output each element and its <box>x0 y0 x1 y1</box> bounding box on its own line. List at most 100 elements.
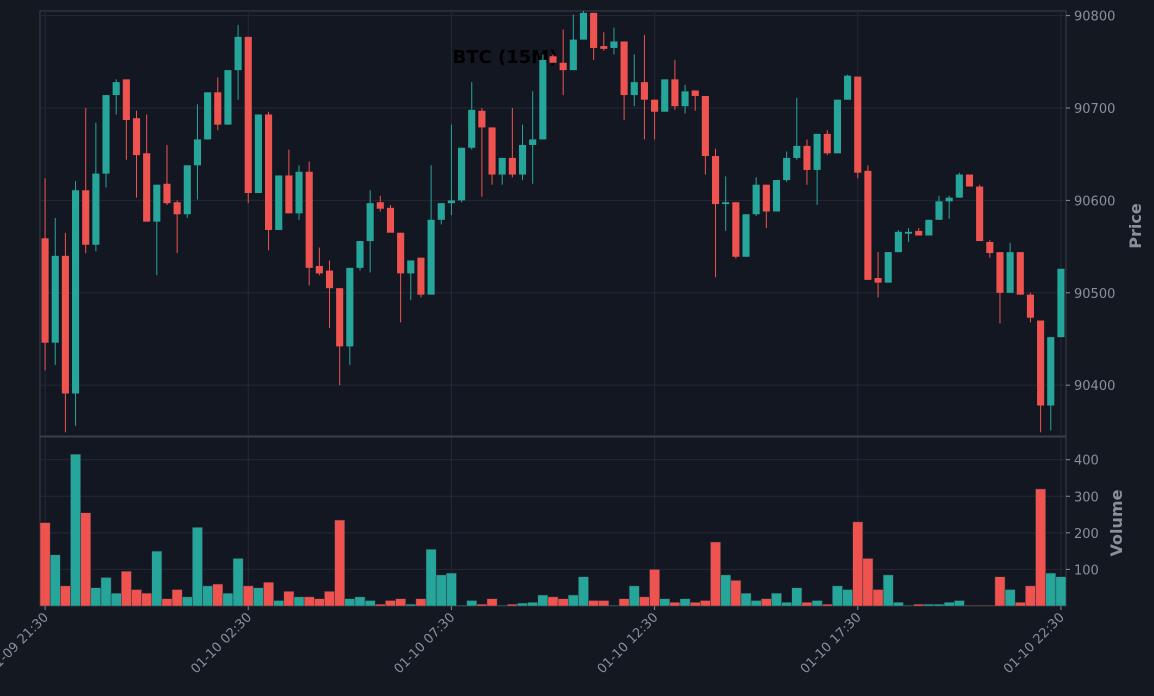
volume-bar <box>679 598 691 607</box>
volume-bar <box>893 602 904 607</box>
candle-body <box>417 257 425 295</box>
volume-bar <box>1035 488 1046 607</box>
volume-bar <box>1025 585 1036 607</box>
volume-bar <box>862 558 874 607</box>
volume-bar <box>720 574 732 607</box>
volume-bar <box>456 605 467 607</box>
candle-body <box>976 186 984 242</box>
candle-body <box>173 202 181 215</box>
y-tick-label: 90500 <box>1074 287 1115 302</box>
volume-bar <box>100 577 112 607</box>
candle-body <box>610 41 618 48</box>
volume-bar <box>781 602 792 607</box>
candle-body <box>305 171 313 268</box>
volume-bar <box>212 583 224 607</box>
volume-bar <box>791 587 803 607</box>
candle-body <box>122 79 130 121</box>
volume-bar <box>1004 589 1016 607</box>
candle-body <box>386 207 395 233</box>
volume-bar <box>263 581 274 607</box>
volume-bar <box>943 602 955 607</box>
volume-bar <box>547 596 559 607</box>
volume-bar <box>639 596 650 607</box>
volume-bar <box>121 570 132 607</box>
candle-body <box>346 267 354 347</box>
candle-body <box>915 230 923 236</box>
candle-body <box>742 214 750 257</box>
candle-body <box>569 39 577 71</box>
volume-bar <box>395 598 406 607</box>
volume-bar <box>1055 576 1067 607</box>
candle-body <box>762 184 770 212</box>
candle-body <box>234 36 242 71</box>
candle-body <box>590 12 598 48</box>
volume-bar <box>933 603 945 607</box>
candle-body <box>996 252 1004 293</box>
candle-body <box>854 76 862 173</box>
volume-bar <box>750 600 762 607</box>
volume-bar <box>852 521 864 607</box>
candle-body <box>904 231 913 234</box>
candle-body <box>407 260 415 274</box>
volume-bar <box>832 585 843 607</box>
y-tick-label: 100 <box>1074 563 1099 578</box>
candle-body <box>153 184 161 222</box>
volume-bar <box>710 541 721 607</box>
volume-bar <box>801 602 813 607</box>
volume-bar <box>618 598 630 607</box>
candle-body <box>376 202 384 209</box>
candle-body <box>640 82 648 100</box>
y-tick-label: 90600 <box>1074 194 1115 209</box>
candle-body <box>1057 268 1065 338</box>
candle-body <box>498 157 506 175</box>
x-tick-label: 01-10 07:30 <box>392 610 459 677</box>
volume-bar <box>70 453 81 607</box>
volume-bar <box>466 600 478 607</box>
volume-bar <box>283 591 295 607</box>
candle-body <box>559 62 567 71</box>
volume-bar <box>161 598 173 607</box>
volume-bar <box>49 554 61 607</box>
volume-bar <box>222 592 234 607</box>
volume-bar <box>171 589 183 607</box>
volume-bar <box>80 512 92 607</box>
x-tick-label: 01-10 12:30 <box>595 610 662 677</box>
candle-body <box>1016 252 1024 295</box>
candle-body <box>193 139 202 166</box>
volume-bar <box>507 603 518 607</box>
candle-body <box>102 95 110 174</box>
y-tick-label: 90400 <box>1074 379 1115 394</box>
volume-bar <box>39 522 51 607</box>
volume-bar <box>425 549 437 607</box>
candle-body <box>945 197 953 202</box>
candle-body <box>71 190 80 394</box>
volume-bar <box>811 600 823 607</box>
candle-body <box>691 90 699 96</box>
candle-body <box>447 200 455 204</box>
candle-body <box>732 202 740 257</box>
candle-body <box>468 109 476 148</box>
volume-bar <box>486 598 498 607</box>
candle-body <box>508 157 516 175</box>
candle-body <box>51 255 59 343</box>
candle-body <box>163 183 171 204</box>
candle-body <box>1047 337 1055 406</box>
candle-body <box>772 180 781 212</box>
volume-bar <box>110 592 122 607</box>
volume-bar <box>446 572 457 607</box>
candle-body <box>427 219 435 295</box>
volume-bar <box>689 602 701 607</box>
volume-axis-title: Volume <box>1107 489 1126 556</box>
volume-bar <box>984 605 996 607</box>
candle-body <box>61 255 69 394</box>
volume-bar <box>882 574 894 607</box>
candle-body <box>783 157 791 181</box>
volume-bar <box>659 598 671 607</box>
volume-bar <box>334 519 346 607</box>
volume-bar <box>293 596 305 607</box>
volume-bar <box>567 594 579 607</box>
candle-body <box>864 170 872 280</box>
volume-bar <box>405 603 417 607</box>
candle-body <box>518 144 527 175</box>
volume-bar <box>669 602 681 607</box>
